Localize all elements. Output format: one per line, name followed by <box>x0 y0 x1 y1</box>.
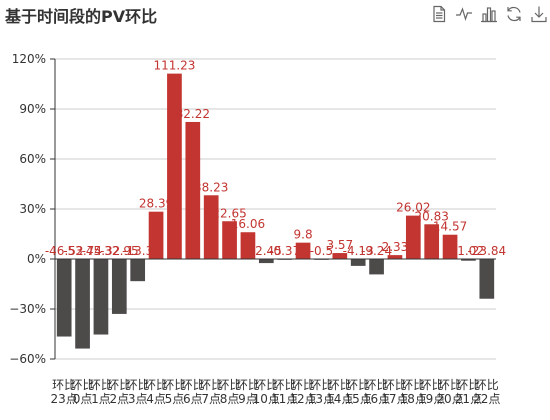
data-label: -53.74 <box>63 244 102 258</box>
bar <box>369 259 384 275</box>
bar-chart-icon[interactable] <box>480 5 498 23</box>
bar <box>295 242 311 259</box>
bar <box>424 224 440 259</box>
bar <box>461 259 476 261</box>
x-tick-label: 环比 6点 <box>181 378 205 406</box>
x-tick-label: 环比 17点 <box>381 378 408 406</box>
bar <box>240 232 256 259</box>
save-image-icon[interactable] <box>530 5 548 23</box>
restore-icon[interactable] <box>505 5 523 23</box>
data-label: 111.23 <box>153 59 195 73</box>
x-tick-label: 环比 2点 <box>107 378 131 406</box>
data-label: 28.39 <box>139 197 173 211</box>
bar <box>111 259 127 314</box>
data-label: 82.22 <box>176 107 210 121</box>
x-tick-label: 环比 5点 <box>162 378 186 406</box>
bar <box>350 259 366 266</box>
x-tick-label: 环比 22点 <box>473 378 500 406</box>
x-tick-label: 环比 16点 <box>363 378 390 406</box>
y-tick-label: 0% <box>27 252 46 266</box>
x-tick-label: 环比 19点 <box>418 378 445 406</box>
data-label: -46.52 <box>45 244 84 258</box>
data-label: 20.83 <box>415 209 449 223</box>
bar <box>222 221 237 259</box>
bar <box>442 234 458 259</box>
y-tick-label: −30% <box>9 302 46 316</box>
x-tick-label: 环比 15点 <box>345 378 372 406</box>
x-tick-label: 环比 20点 <box>436 378 463 406</box>
bar <box>130 259 146 282</box>
bar <box>93 259 109 335</box>
data-label: 22.65 <box>212 206 246 220</box>
data-label: 26.02 <box>396 201 430 215</box>
toolbox <box>423 5 548 23</box>
data-label: 14.57 <box>433 220 467 234</box>
x-tick-label: 环比 7点 <box>199 378 223 406</box>
data-label: -0.5 <box>310 244 333 258</box>
x-tick-label: 环比 21点 <box>455 378 482 406</box>
data-label: 3.57 <box>326 238 353 252</box>
x-tick-label: 环比 1点 <box>89 378 113 406</box>
bar <box>56 259 72 337</box>
bar <box>479 259 495 299</box>
bar <box>332 253 348 259</box>
chart-title: 基于时间段的PV环比 <box>5 7 158 26</box>
data-view-icon[interactable] <box>430 5 448 23</box>
bar <box>185 121 201 259</box>
y-tick-label: −60% <box>9 352 46 366</box>
data-label: 9.8 <box>294 228 313 242</box>
bar <box>387 255 403 259</box>
x-tick-label: 环比 9点 <box>236 378 260 406</box>
data-label: 16.06 <box>231 217 265 231</box>
bar <box>258 259 274 264</box>
y-tick-label: 60% <box>19 152 46 166</box>
y-tick-label: 120% <box>12 52 46 66</box>
y-tick-label: 90% <box>19 102 46 116</box>
data-label: -9.24 <box>361 244 392 258</box>
bar <box>167 73 182 259</box>
x-tick-label: 环比 10点 <box>253 378 280 406</box>
x-tick-label: 环比 12点 <box>289 378 316 406</box>
bar <box>75 259 90 349</box>
data-label: -13.3 <box>122 244 153 258</box>
data-label: -45.32 <box>82 244 121 258</box>
x-tick-label: 环比 14点 <box>326 378 353 406</box>
data-label: -4.13 <box>343 244 374 258</box>
data-label: 38.23 <box>194 180 228 194</box>
bar <box>148 211 164 259</box>
x-tick-label: 环比 23点 <box>51 378 78 406</box>
x-tick-label: 环比 8点 <box>218 378 242 406</box>
x-tick-label: 环比 3点 <box>126 378 150 406</box>
y-tick-label: 30% <box>19 202 46 216</box>
data-label: -2.45 <box>251 244 282 258</box>
data-label: -32.95 <box>100 244 139 258</box>
bar <box>203 195 219 259</box>
data-label: -0.37 <box>269 244 300 258</box>
bar <box>405 215 421 259</box>
data-label: -1.02 <box>453 244 484 258</box>
x-tick-label: 环比 18点 <box>400 378 427 406</box>
x-tick-label: 环比 0点 <box>71 378 95 406</box>
x-tick-label: 环比 13点 <box>308 378 335 406</box>
data-label: 2.33 <box>382 240 409 254</box>
line-chart-icon[interactable] <box>455 5 473 23</box>
data-label: -23.84 <box>467 244 506 258</box>
x-tick-label: 环比 4点 <box>144 378 168 406</box>
x-tick-label: 环比 11点 <box>271 378 298 406</box>
